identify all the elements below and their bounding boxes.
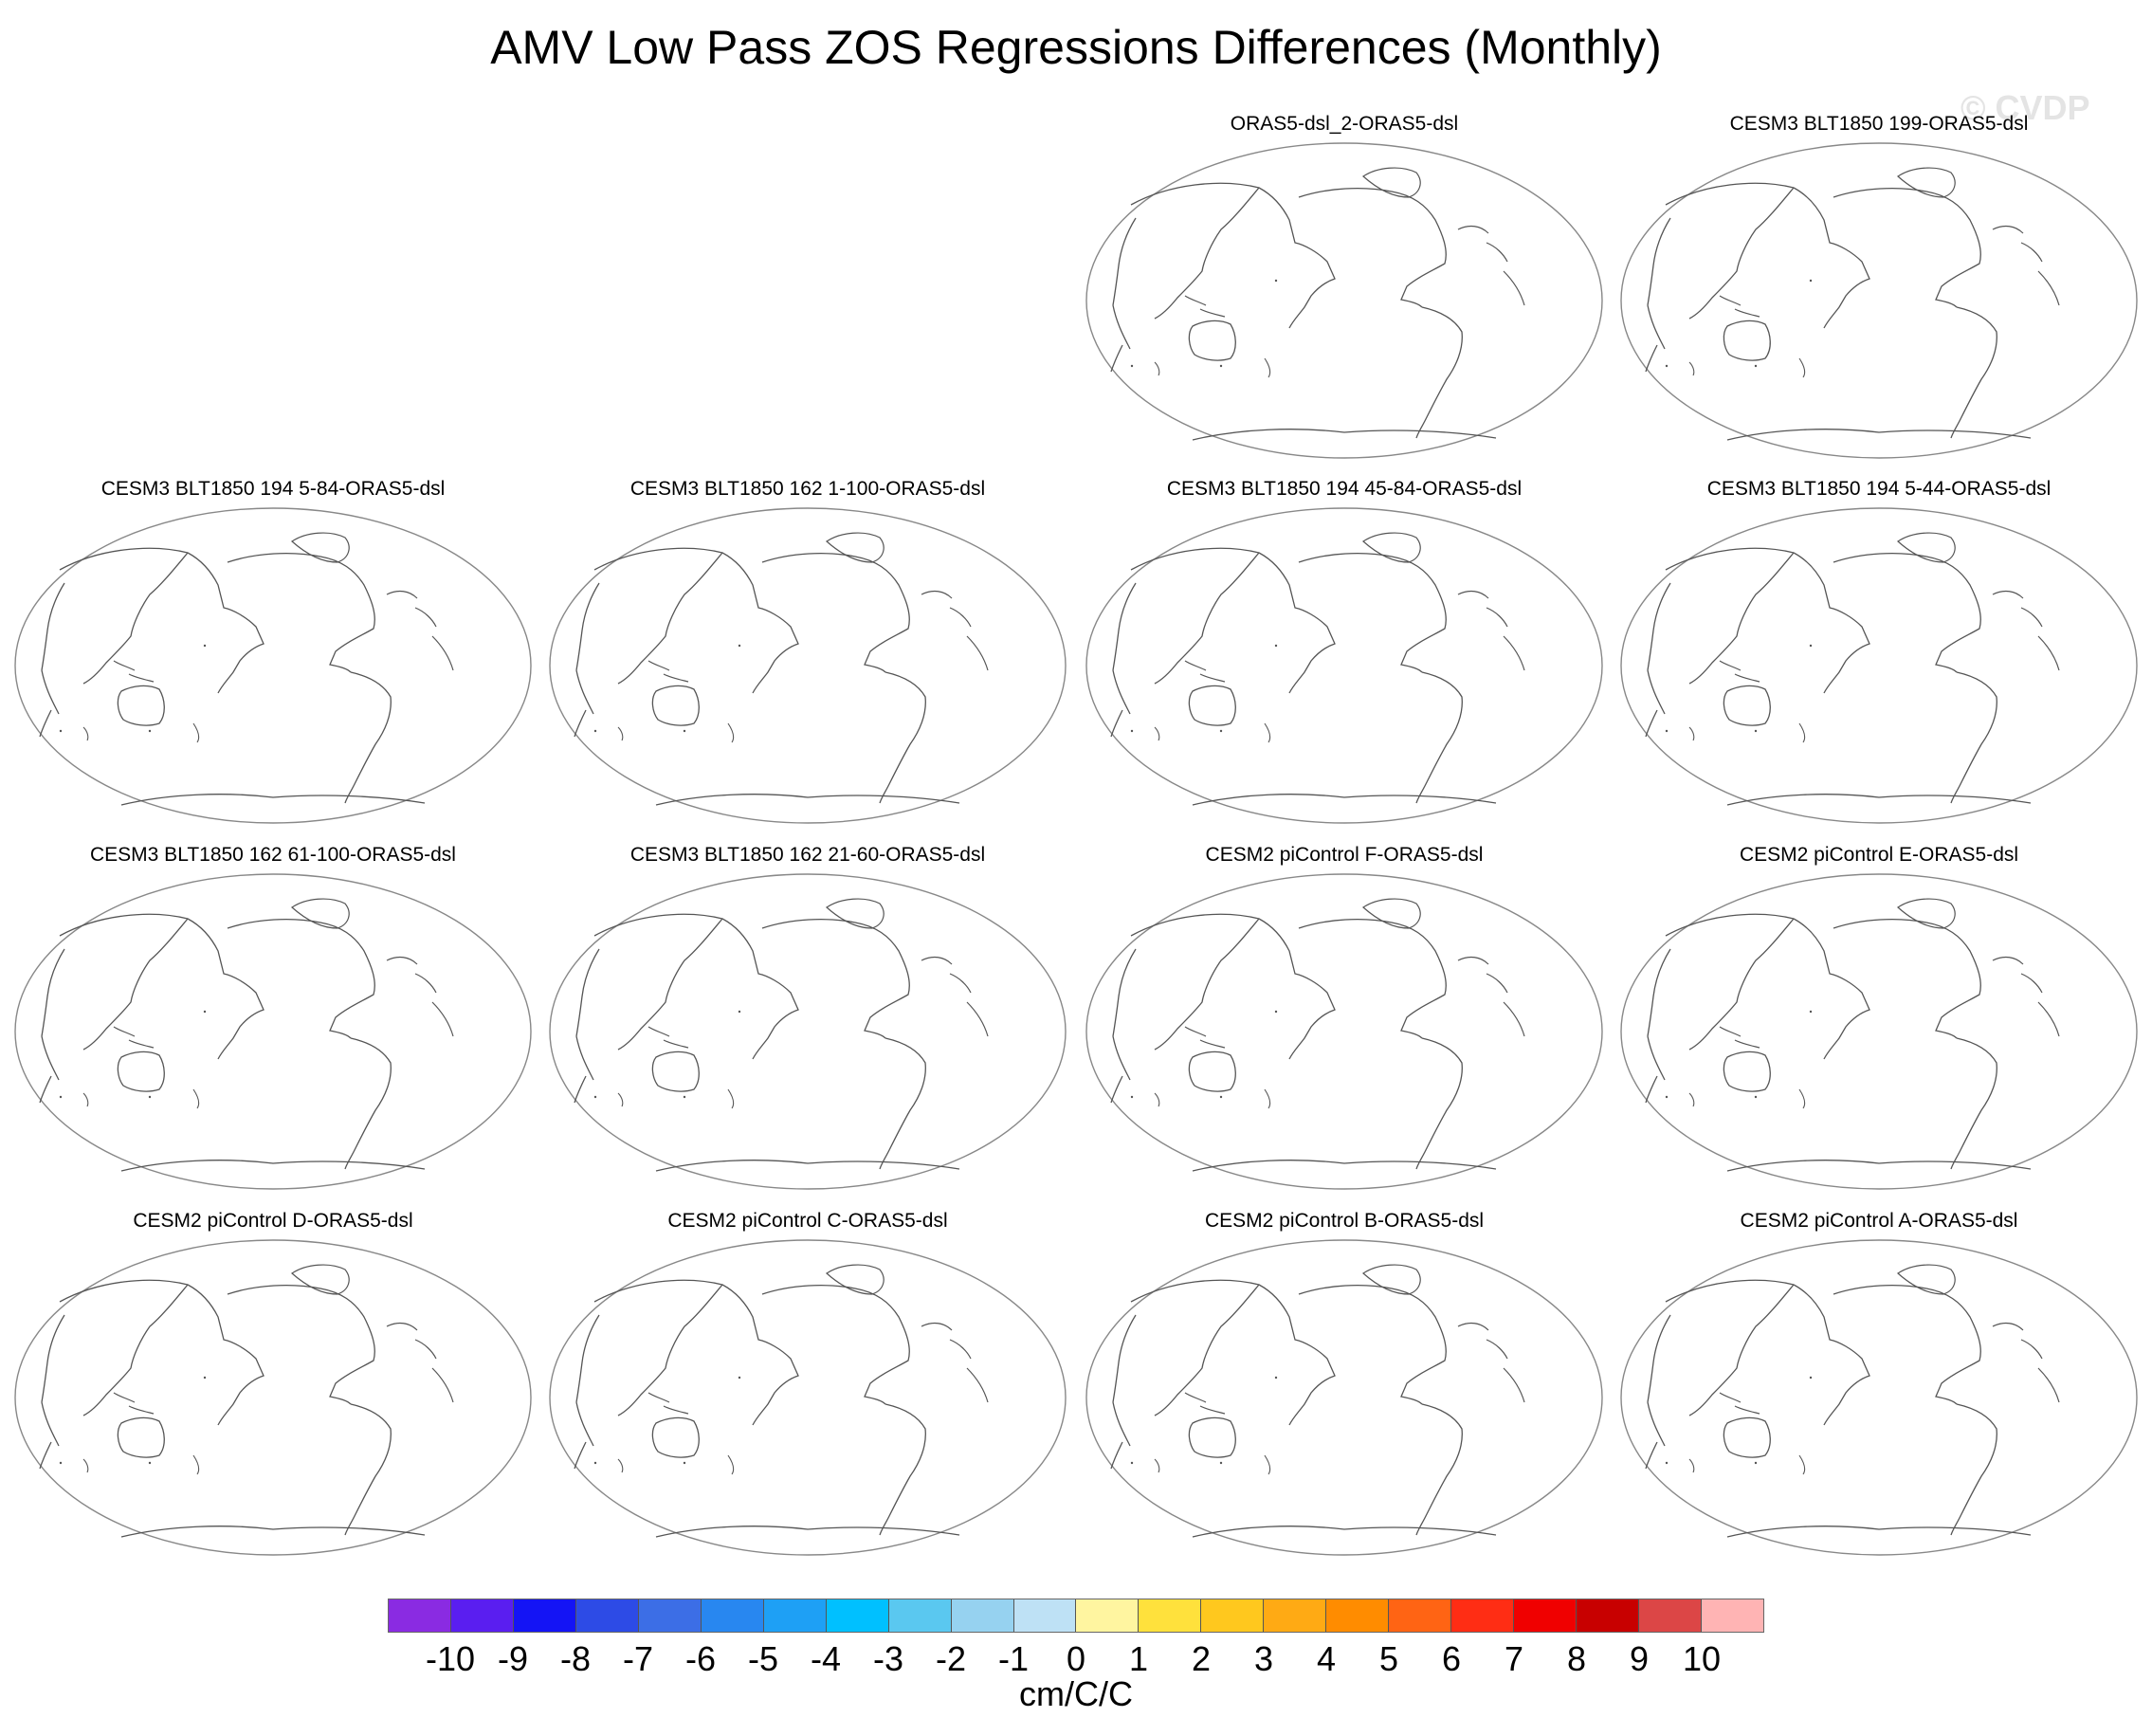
- colorbar-swatch: [951, 1599, 1014, 1632]
- colorbar-swatch: [1139, 1599, 1202, 1632]
- colorbar-swatch: [1326, 1599, 1390, 1632]
- map-panel: CESM3 BLT1850 162 1-100-ORAS5-dsl: [542, 477, 1073, 828]
- colorbar-tick-label: -6: [684, 1639, 717, 1678]
- colorbar-tick-label: 5: [1378, 1639, 1399, 1678]
- colorbar-tick-label: 3: [1253, 1639, 1274, 1678]
- world-map: [14, 873, 532, 1190]
- colorbar-swatch: [1013, 1599, 1077, 1632]
- colorbar-swatch: [1389, 1599, 1452, 1632]
- colorbar-swatch: [1577, 1599, 1640, 1632]
- colorbar-tick-label: -9: [497, 1639, 529, 1678]
- colorbar-tick-label: 10: [1682, 1639, 1722, 1678]
- colorbar-swatch: [888, 1599, 952, 1632]
- colorbar-swatch: [1639, 1599, 1703, 1632]
- world-map: [1620, 507, 2138, 824]
- map-panel: CESM2 piControl A-ORAS5-dsl: [1614, 1209, 2144, 1560]
- colorbar-tick-label: -3: [872, 1639, 904, 1678]
- colorbar-swatch: [763, 1599, 827, 1632]
- colorbar-swatch: [1451, 1599, 1515, 1632]
- colorbar-swatch: [1076, 1599, 1140, 1632]
- colorbar-tick-label: 6: [1441, 1639, 1462, 1678]
- colorbar-tick-label: 7: [1504, 1639, 1524, 1678]
- colorbar-tick-label: 8: [1566, 1639, 1587, 1678]
- map-panel: CESM2 piControl E-ORAS5-dsl: [1614, 843, 2144, 1194]
- colorbar-swatch: [389, 1599, 451, 1632]
- map-panel: CESM2 piControl C-ORAS5-dsl: [542, 1209, 1073, 1560]
- panel-title: CESM3 BLT1850 199-ORAS5-dsl: [1729, 113, 2029, 135]
- colorbar-swatch: [1201, 1599, 1265, 1632]
- panel-title: CESM2 piControl B-ORAS5-dsl: [1204, 1210, 1485, 1232]
- colorbar-tick-label: -7: [622, 1639, 654, 1678]
- panel-title: CESM3 BLT1850 162 21-60-ORAS5-dsl: [629, 844, 986, 866]
- colorbar-swatches: [388, 1599, 1764, 1633]
- panel-title: CESM3 BLT1850 194 45-84-ORAS5-dsl: [1166, 478, 1523, 500]
- world-map: [549, 507, 1067, 824]
- colorbar-swatch: [1702, 1599, 1763, 1632]
- colorbar-swatch: [826, 1599, 889, 1632]
- map-panel: CESM3 BLT1850 194 5-44-ORAS5-dsl: [1614, 477, 2144, 828]
- panel-title: CESM3 BLT1850 162 1-100-ORAS5-dsl: [629, 478, 986, 500]
- world-map: [1085, 873, 1603, 1190]
- colorbar-swatch: [638, 1599, 702, 1632]
- colorbar-tick-label: 2: [1191, 1639, 1212, 1678]
- colorbar-swatch: [575, 1599, 639, 1632]
- world-map: [549, 873, 1067, 1190]
- world-map: [14, 507, 532, 824]
- world-map: [1085, 142, 1603, 459]
- panel-title: CESM3 BLT1850 194 5-44-ORAS5-dsl: [1706, 478, 2052, 500]
- map-panel: CESM2 piControl B-ORAS5-dsl: [1079, 1209, 1610, 1560]
- world-map: [1085, 507, 1603, 824]
- colorbar-tick-label: -4: [810, 1639, 842, 1678]
- map-panel: CESM3 BLT1850 162 21-60-ORAS5-dsl: [542, 843, 1073, 1194]
- world-map: [1620, 873, 2138, 1190]
- colorbar-swatch: [450, 1599, 514, 1632]
- colorbar: [388, 1599, 1764, 1633]
- panel-title: CESM3 BLT1850 162 61-100-ORAS5-dsl: [90, 844, 456, 866]
- colorbar-tick-label: -8: [559, 1639, 592, 1678]
- panel-title: CESM2 piControl F-ORAS5-dsl: [1205, 844, 1484, 866]
- map-panel: CESM3 BLT1850 194 45-84-ORAS5-dsl: [1079, 477, 1610, 828]
- panel-title: CESM2 piControl A-ORAS5-dsl: [1740, 1210, 2018, 1232]
- colorbar-tick-label: -1: [997, 1639, 1030, 1678]
- panel-title: CESM2 piControl E-ORAS5-dsl: [1739, 844, 2019, 866]
- colorbar-units: cm/C/C: [1019, 1674, 1133, 1713]
- colorbar-swatch: [1264, 1599, 1327, 1632]
- map-panel: ORAS5-dsl_2-ORAS5-dsl: [1079, 112, 1610, 463]
- map-panel: CESM3 BLT1850 194 5-84-ORAS5-dsl: [8, 477, 538, 828]
- world-map: [549, 1239, 1067, 1556]
- world-map: [1620, 142, 2138, 459]
- colorbar-tick-label: -2: [935, 1639, 967, 1678]
- colorbar-tick-label: -5: [747, 1639, 779, 1678]
- colorbar-tick-label: 1: [1128, 1639, 1149, 1678]
- figure-title: AMV Low Pass ZOS Regressions Differences…: [490, 21, 1662, 74]
- panel-title: CESM2 piControl C-ORAS5-dsl: [667, 1210, 948, 1232]
- colorbar-swatch: [513, 1599, 576, 1632]
- panel-title: CESM2 piControl D-ORAS5-dsl: [133, 1210, 413, 1232]
- world-map: [14, 1239, 532, 1556]
- colorbar-tick-label: 9: [1629, 1639, 1650, 1678]
- panel-title: CESM3 BLT1850 194 5-84-ORAS5-dsl: [100, 478, 446, 500]
- colorbar-swatch: [1514, 1599, 1578, 1632]
- cvdp-watermark: © CVDP: [1961, 88, 2090, 127]
- map-panel: CESM2 piControl F-ORAS5-dsl: [1079, 843, 1610, 1194]
- world-map: [1620, 1239, 2138, 1556]
- map-panel: CESM3 BLT1850 162 61-100-ORAS5-dsl: [8, 843, 538, 1194]
- map-panel: CESM3 BLT1850 199-ORAS5-dsl: [1614, 112, 2144, 463]
- colorbar-tick-label: 4: [1316, 1639, 1337, 1678]
- colorbar-swatch: [701, 1599, 764, 1632]
- map-panel: CESM2 piControl D-ORAS5-dsl: [8, 1209, 538, 1560]
- world-map: [1085, 1239, 1603, 1556]
- colorbar-tick-label: -10: [425, 1639, 476, 1678]
- colorbar-tick-label: 0: [1066, 1639, 1086, 1678]
- panel-title: ORAS5-dsl_2-ORAS5-dsl: [1230, 113, 1459, 135]
